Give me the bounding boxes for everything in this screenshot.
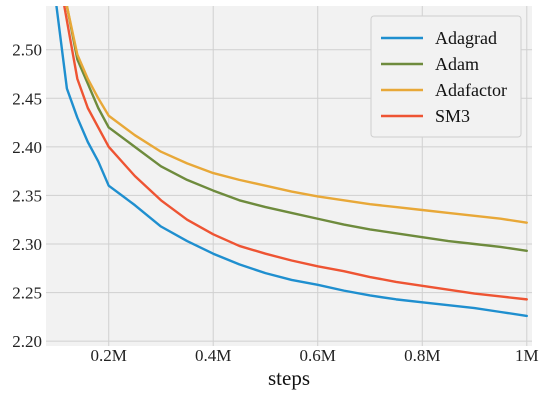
series-line-sm3	[63, 6, 528, 301]
series-line-adagrad	[55, 6, 528, 318]
grid	[46, 6, 532, 346]
series-line-adafactor	[65, 6, 528, 224]
series-line-adam	[65, 6, 528, 252]
x-tick-label: 0.6M	[300, 346, 336, 365]
y-tick-label: 2.25	[12, 284, 42, 303]
legend-label: Adafactor	[435, 80, 507, 100]
x-tick-label: 0.2M	[91, 346, 127, 365]
legend: Adagrad Adam Adafactor SM3	[370, 15, 522, 138]
y-tick-label: 2.35	[12, 186, 42, 205]
y-tick-label: 2.30	[12, 235, 42, 254]
y-tick-label: 2.20	[12, 332, 42, 351]
x-axis-title: steps	[268, 366, 310, 390]
x-tick-label: 1M	[515, 346, 539, 365]
legend-label: Adagrad	[435, 28, 497, 48]
y-axis-ticks: 2.20 2.25 2.30 2.35 2.40 2.45 2.50	[12, 41, 42, 351]
legend-box	[370, 15, 522, 138]
series-lines	[55, 6, 528, 318]
x-axis-ticks: 0.2M 0.4M 0.6M 0.8M 1M	[91, 346, 539, 365]
legend-label: Adam	[435, 54, 479, 74]
legend-label: SM3	[435, 106, 470, 126]
x-tick-label: 0.4M	[195, 346, 231, 365]
x-tick-label: 0.8M	[404, 346, 440, 365]
y-tick-label: 2.45	[12, 89, 42, 108]
y-tick-label: 2.50	[12, 41, 42, 60]
y-tick-label: 2.40	[12, 138, 42, 157]
